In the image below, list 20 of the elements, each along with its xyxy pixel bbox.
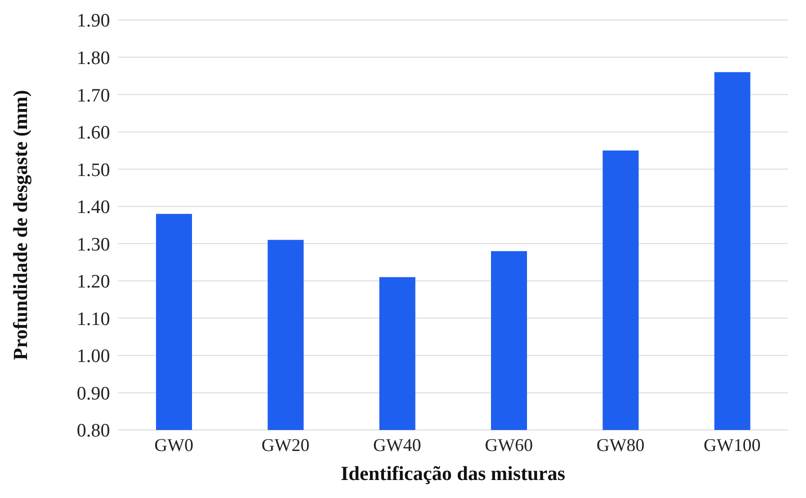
x-tick-label: GW0 bbox=[154, 434, 194, 455]
y-tick-label: 1.90 bbox=[76, 10, 110, 32]
y-tick-label: 1.10 bbox=[76, 308, 110, 330]
x-tick-label: GW20 bbox=[262, 434, 310, 455]
y-tick-label: 1.80 bbox=[76, 48, 110, 70]
y-tick-label: 1.40 bbox=[76, 197, 110, 218]
y-tick-label: 1.50 bbox=[76, 160, 110, 181]
y-tick-label: 1.70 bbox=[76, 85, 110, 106]
y-tick-label: 1.30 bbox=[76, 234, 110, 256]
x-tick-label: GW60 bbox=[484, 434, 533, 455]
x-tick-label: GW40 bbox=[373, 434, 422, 455]
y-tick-label: 0.80 bbox=[76, 420, 110, 442]
x-tick-label: GW100 bbox=[704, 434, 761, 455]
y-tick-label: 0.90 bbox=[76, 383, 110, 404]
y-tick-label: 1.00 bbox=[76, 346, 110, 368]
x-axis-title: Identificação das misturas bbox=[340, 463, 566, 485]
y-tick-label: 1.20 bbox=[76, 272, 110, 293]
y-axis-title: Profundidade de desgaste (mm) bbox=[10, 90, 32, 360]
y-tick-label: 1.60 bbox=[76, 122, 110, 144]
x-tick-label: GW80 bbox=[596, 434, 644, 455]
